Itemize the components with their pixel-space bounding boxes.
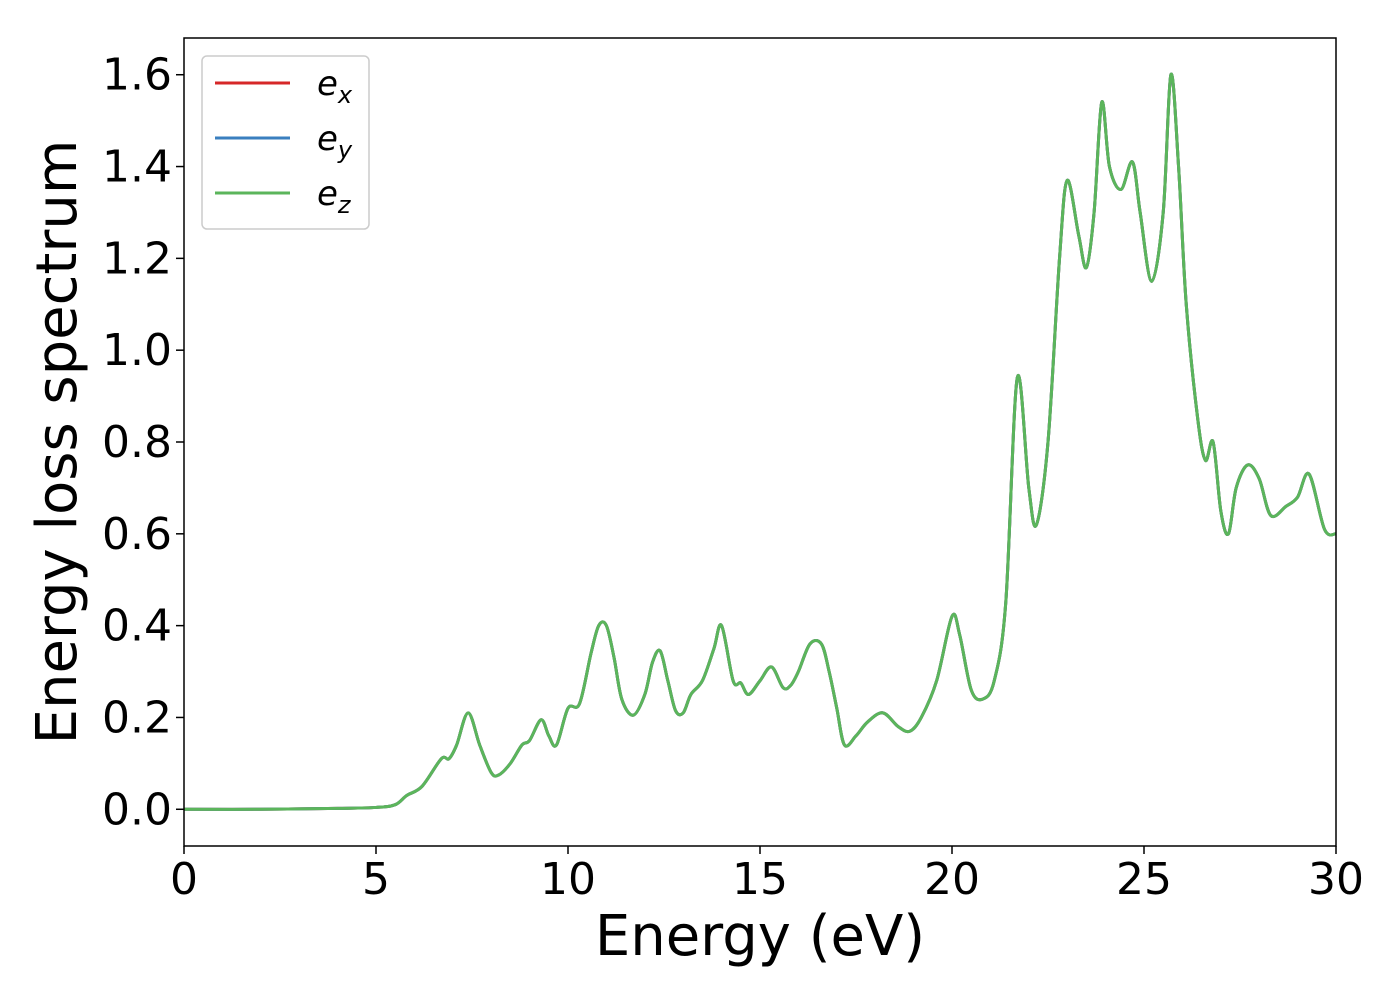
x-axis: 0 5 10 15 20 25 30	[170, 846, 1364, 905]
legend-label-base: e	[317, 119, 338, 159]
x-tick-label: 10	[540, 854, 596, 905]
x-tick-label: 5	[362, 854, 390, 905]
legend-box	[201, 55, 370, 230]
y-tick-label: 0.6	[102, 509, 172, 560]
y-axis: 0.0 0.2 0.4 0.6 0.8 1.0 1.2 1.4 1.6	[102, 50, 184, 835]
x-tick-label: 25	[1116, 854, 1172, 905]
y-tick-label: 1.0	[102, 325, 172, 376]
legend-label-ex: ex	[317, 64, 353, 109]
legend-label-base: e	[317, 174, 338, 214]
legend-label-ey: ey	[317, 119, 353, 164]
y-tick-label: 0.4	[102, 601, 172, 652]
y-tick-label: 0.8	[102, 417, 172, 468]
x-tick-label: 20	[924, 854, 980, 905]
legend-label-ez: ez	[317, 174, 352, 219]
y-tick-label: 1.6	[102, 50, 172, 101]
y-axis-label: Energy loss spectrum	[25, 140, 90, 745]
x-tick-label: 30	[1308, 854, 1364, 905]
x-axis-label: Energy (eV)	[595, 904, 925, 969]
legend-label-base: e	[317, 64, 338, 104]
y-tick-label: 0.2	[102, 692, 172, 743]
y-tick-label: 1.4	[102, 142, 172, 193]
y-tick-label: 1.2	[102, 233, 172, 284]
y-tick-label: 0.0	[102, 784, 172, 835]
legend-label-subscript: x	[337, 81, 353, 109]
series-layer	[184, 72, 1336, 811]
x-tick-label: 0	[170, 854, 198, 905]
legend-label-subscript: z	[337, 191, 352, 219]
x-tick-label: 15	[732, 854, 788, 905]
series-line-ez	[184, 72, 1336, 811]
legend-label-subscript: y	[337, 136, 353, 164]
